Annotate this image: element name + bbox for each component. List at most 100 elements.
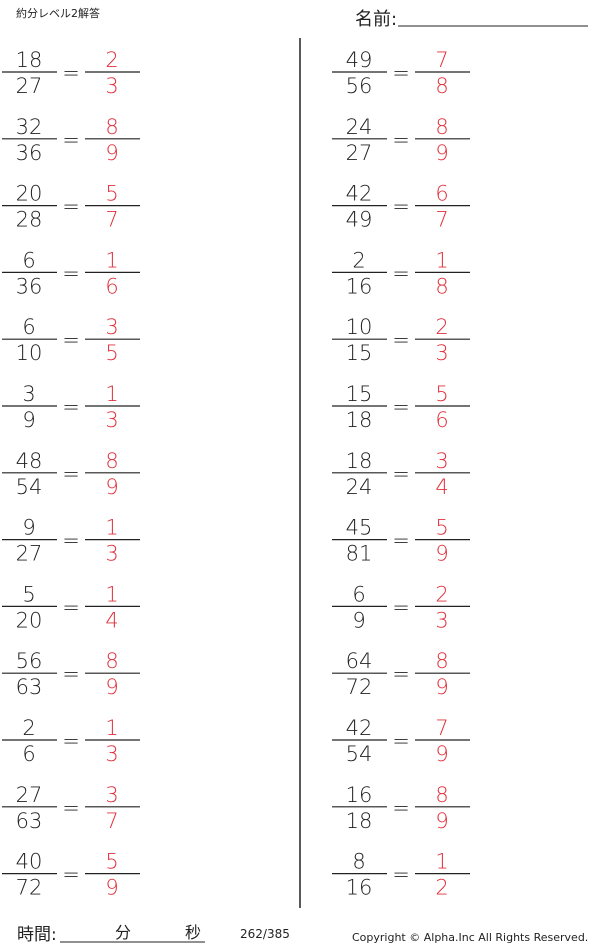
name-label: 名前: bbox=[355, 9, 397, 30]
denominator: 9 bbox=[22, 408, 35, 432]
equals-sign: = bbox=[392, 595, 410, 619]
answer-numerator: 5 bbox=[435, 382, 448, 406]
numerator: 18 bbox=[16, 48, 43, 72]
answer-denominator: 3 bbox=[105, 742, 118, 766]
equals-sign: = bbox=[392, 729, 410, 753]
answer-denominator: 9 bbox=[435, 141, 448, 165]
numerator: 42 bbox=[346, 716, 373, 740]
answer-numerator: 2 bbox=[435, 582, 448, 606]
equals-sign: = bbox=[62, 128, 80, 152]
equals-sign: = bbox=[392, 662, 410, 686]
answer-denominator: 3 bbox=[105, 542, 118, 566]
answer-numerator: 1 bbox=[105, 716, 118, 740]
equals-sign: = bbox=[62, 796, 80, 820]
answer-numerator: 8 bbox=[105, 649, 118, 673]
answer-denominator: 8 bbox=[435, 274, 448, 298]
numerator: 15 bbox=[346, 382, 373, 406]
denominator: 54 bbox=[16, 475, 43, 499]
denominator: 36 bbox=[16, 141, 43, 165]
numerator: 42 bbox=[346, 182, 373, 206]
numerator: 40 bbox=[16, 850, 43, 874]
answer-numerator: 3 bbox=[105, 783, 118, 807]
equals-sign: = bbox=[392, 462, 410, 486]
equals-sign: = bbox=[62, 662, 80, 686]
answer-denominator: 3 bbox=[105, 408, 118, 432]
copyright: Copyright © Alpha.Inc All Rights Reserve… bbox=[352, 931, 588, 944]
denominator: 28 bbox=[16, 208, 43, 232]
answer-denominator: 3 bbox=[435, 341, 448, 365]
denominator: 36 bbox=[16, 274, 43, 298]
numerator: 9 bbox=[22, 516, 35, 540]
numerator: 5 bbox=[22, 582, 35, 606]
numerator: 49 bbox=[346, 48, 373, 72]
numerator: 45 bbox=[346, 516, 373, 540]
answer-denominator: 6 bbox=[435, 408, 448, 432]
answer-numerator: 1 bbox=[105, 516, 118, 540]
answer-numerator: 6 bbox=[435, 182, 448, 206]
numerator: 2 bbox=[22, 716, 35, 740]
answer-numerator: 1 bbox=[435, 850, 448, 874]
answer-denominator: 7 bbox=[105, 809, 118, 833]
answer-numerator: 3 bbox=[435, 449, 448, 473]
numerator: 56 bbox=[16, 649, 43, 673]
equals-sign: = bbox=[62, 529, 80, 553]
numerator: 6 bbox=[22, 248, 35, 272]
numerator: 10 bbox=[346, 315, 373, 339]
numerator: 20 bbox=[16, 182, 43, 206]
answer-numerator: 5 bbox=[105, 850, 118, 874]
denominator: 27 bbox=[16, 542, 43, 566]
answer-numerator: 7 bbox=[435, 48, 448, 72]
answer-numerator: 1 bbox=[105, 382, 118, 406]
answer-denominator: 7 bbox=[105, 208, 118, 232]
answer-numerator: 2 bbox=[105, 48, 118, 72]
answer-numerator: 1 bbox=[105, 248, 118, 272]
denominator: 56 bbox=[346, 74, 373, 98]
numerator: 3 bbox=[22, 382, 35, 406]
time-label: 時間: bbox=[17, 925, 57, 945]
answer-numerator: 7 bbox=[435, 716, 448, 740]
answer-denominator: 3 bbox=[435, 608, 448, 632]
denominator: 10 bbox=[16, 341, 43, 365]
answer-numerator: 8 bbox=[435, 649, 448, 673]
title: 約分レベル2解答 bbox=[16, 6, 100, 20]
answer-denominator: 9 bbox=[435, 809, 448, 833]
page-number: 262/385 bbox=[240, 927, 290, 941]
numerator: 8 bbox=[352, 850, 365, 874]
numerator: 6 bbox=[22, 315, 35, 339]
equals-sign: = bbox=[392, 863, 410, 887]
answer-denominator: 4 bbox=[105, 608, 118, 632]
denominator: 20 bbox=[16, 608, 43, 632]
answer-numerator: 5 bbox=[105, 182, 118, 206]
answer-numerator: 8 bbox=[105, 115, 118, 139]
equals-sign: = bbox=[62, 395, 80, 419]
denominator: 9 bbox=[352, 608, 365, 632]
equals-sign: = bbox=[62, 195, 80, 219]
numerator: 16 bbox=[346, 783, 373, 807]
minutes-label: 分 bbox=[115, 923, 131, 942]
denominator: 6 bbox=[22, 742, 35, 766]
answer-denominator: 9 bbox=[105, 675, 118, 699]
equals-sign: = bbox=[392, 195, 410, 219]
denominator: 15 bbox=[346, 341, 373, 365]
denominator: 18 bbox=[346, 408, 373, 432]
answer-numerator: 5 bbox=[435, 516, 448, 540]
denominator: 18 bbox=[346, 809, 373, 833]
equals-sign: = bbox=[392, 261, 410, 285]
equals-sign: = bbox=[392, 529, 410, 553]
answer-denominator: 9 bbox=[105, 475, 118, 499]
seconds-label: 秒 bbox=[185, 923, 201, 942]
answer-denominator: 9 bbox=[105, 141, 118, 165]
denominator: 72 bbox=[346, 675, 373, 699]
denominator: 16 bbox=[346, 274, 373, 298]
equals-sign: = bbox=[62, 462, 80, 486]
answer-numerator: 2 bbox=[435, 315, 448, 339]
equals-sign: = bbox=[62, 729, 80, 753]
equals-sign: = bbox=[62, 61, 80, 85]
denominator: 81 bbox=[346, 542, 373, 566]
equals-sign: = bbox=[62, 328, 80, 352]
numerator: 27 bbox=[16, 783, 43, 807]
denominator: 27 bbox=[16, 74, 43, 98]
answer-numerator: 1 bbox=[435, 248, 448, 272]
answer-denominator: 7 bbox=[435, 208, 448, 232]
